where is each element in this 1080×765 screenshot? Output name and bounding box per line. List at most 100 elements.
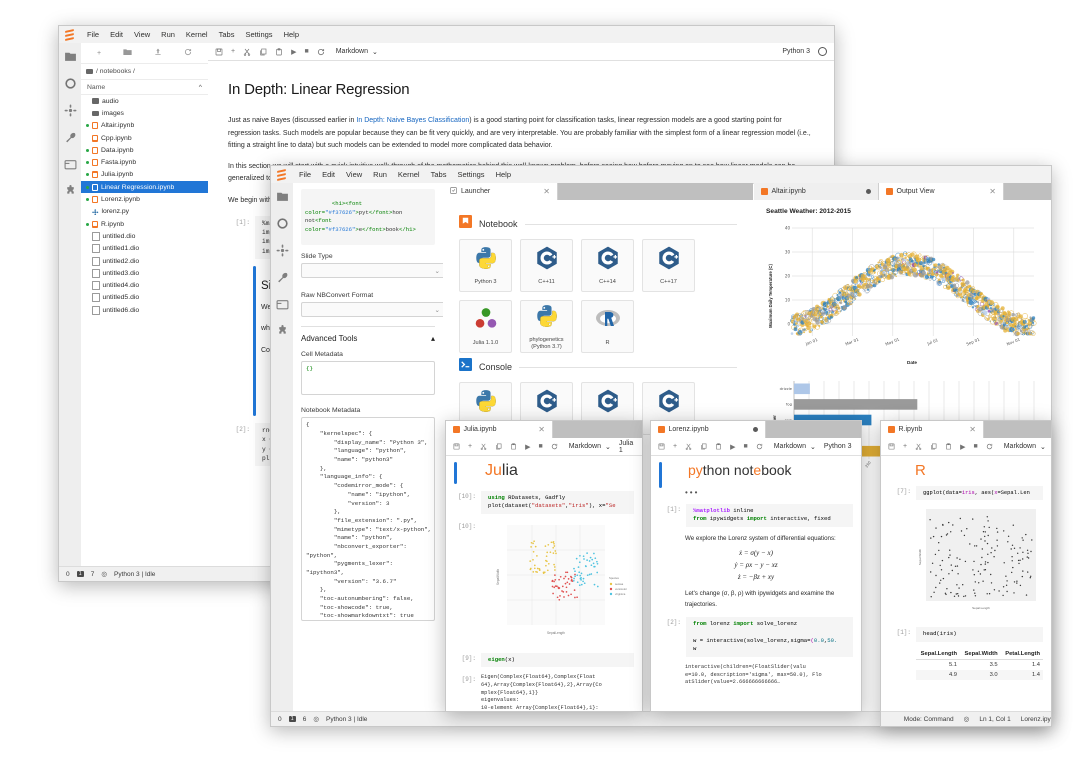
launcher-card[interactable]: phylogenetics (Python 3.7) — [520, 300, 573, 353]
launcher-card[interactable]: C++11 — [520, 239, 573, 292]
paste-cell-icon[interactable] — [715, 443, 722, 450]
file-list-item[interactable]: untitled5.dio — [81, 292, 208, 304]
lorenz-cell-1[interactable]: [1]: %matplotlib inline from ipywidgets … — [659, 504, 853, 527]
menu-tabs[interactable]: Tabs — [218, 30, 235, 39]
launcher-tabbar[interactable]: Launcher ✕ — [443, 183, 753, 200]
launcher-card[interactable]: C++14 — [581, 239, 634, 292]
insert-cell-icon[interactable]: + — [231, 48, 236, 55]
property-inspector-panel[interactable]: <h1><font color="#f37626">pyt</font>hon no… — [293, 183, 444, 712]
run-cell-icon[interactable]: ▶ — [730, 443, 736, 451]
file-list-item[interactable]: lorenz.py — [81, 206, 208, 218]
column-header-name[interactable]: Name — [87, 83, 106, 91]
menu-edit[interactable]: Edit — [322, 170, 336, 179]
julia-toolbar[interactable]: + ▶ ■ Markdown ⌄ Julia 1 — [446, 438, 642, 456]
file-list-item[interactable]: Data.ipynb — [81, 144, 208, 156]
file-list-header[interactable]: Name ^ — [81, 79, 208, 95]
folder-icon[interactable] — [64, 50, 77, 63]
open-tabs-icon[interactable] — [276, 298, 289, 311]
sidebar-rail-mid[interactable] — [271, 183, 294, 726]
sort-caret-icon[interactable]: ^ — [198, 83, 202, 91]
window-r-notebook[interactable]: R.ipynb ✕ + ▶ ■ Markdown ⌄ R [7]: ggplot… — [880, 420, 1052, 727]
extension-manager-icon[interactable] — [64, 185, 77, 198]
julia-cell-1-code[interactable]: using RDatasets, Gadfly plot(dataset("da… — [481, 491, 634, 514]
menu-run[interactable]: Run — [373, 170, 387, 179]
cut-cell-icon[interactable] — [480, 443, 487, 450]
menu-settings[interactable]: Settings — [245, 30, 273, 39]
file-list-item[interactable]: images — [81, 107, 208, 119]
r-cell-1-code[interactable]: ggplot(data=iris, aes(x=Sepal.Len — [916, 486, 1043, 501]
lorenz-cell-2-code[interactable]: from lorenz import solve_lorenz w = inte… — [686, 617, 853, 657]
slide-type-select[interactable]: ⌄ — [301, 263, 443, 279]
run-cell-icon[interactable]: ▶ — [525, 443, 531, 451]
cut-cell-icon[interactable] — [685, 443, 692, 450]
stop-kernel-icon[interactable]: ■ — [973, 443, 978, 450]
tab-launcher[interactable]: Launcher ✕ — [443, 183, 558, 200]
save-icon[interactable] — [888, 443, 895, 450]
copy-cell-icon[interactable] — [495, 443, 502, 450]
julia-tabbar[interactable]: Julia.ipynb ✕ — [446, 421, 642, 438]
save-icon[interactable] — [658, 443, 665, 450]
file-list-item[interactable]: Fasta.ipynb — [81, 156, 208, 168]
kernel-badge[interactable]: 1 — [288, 716, 296, 722]
close-icon[interactable]: ✕ — [543, 186, 550, 196]
lorenz-cell-2[interactable]: [2]: from lorenz import solve_lorenz w =… — [659, 617, 853, 657]
file-list-item[interactable]: untitled3.dio — [81, 267, 208, 279]
tab-lorenz-notebook[interactable]: Lorenz.ipynb — [651, 421, 766, 438]
menubar-back[interactable]: File Edit View Run Kernel Tabs Settings … — [59, 26, 834, 44]
upload-icon[interactable] — [154, 48, 162, 58]
window-julia-notebook[interactable]: Julia.ipynb ✕ + ▶ ■ Markdown ⌄ Julia 1 J… — [445, 420, 643, 712]
save-icon[interactable] — [215, 48, 223, 56]
file-list-item[interactable]: Altair.ipynb — [81, 120, 208, 132]
menu-kernel[interactable]: Kernel — [397, 170, 420, 179]
folder-icon[interactable] — [276, 190, 289, 203]
cut-cell-icon[interactable] — [915, 443, 922, 450]
running-terminals-icon[interactable] — [276, 217, 289, 230]
kernel-name[interactable]: Julia 1 — [618, 439, 634, 454]
file-list-item[interactable]: untitled1.dio — [81, 243, 208, 255]
restart-kernel-icon[interactable] — [551, 443, 558, 450]
window-lorenz-notebook[interactable]: Lorenz.ipynb + ▶ ■ Markdown ⌄ Python 3 p… — [650, 420, 862, 712]
refresh-icon[interactable] — [184, 48, 192, 58]
notebook-metadata-editor[interactable]: { "kernelspec": { "display_name": "Pytho… — [301, 417, 435, 622]
r-tabbar[interactable]: R.ipynb ✕ — [881, 421, 1051, 438]
file-list-item[interactable]: Linear Regression.ipynb — [81, 181, 208, 194]
file-browser-toolbar[interactable]: + — [81, 43, 208, 64]
file-list-item[interactable]: untitled4.dio — [81, 279, 208, 291]
menu-run[interactable]: Run — [161, 30, 175, 39]
restart-kernel-icon[interactable] — [317, 48, 325, 56]
new-folder-icon[interactable] — [123, 48, 132, 58]
restart-kernel-icon[interactable] — [986, 443, 993, 450]
julia-document[interactable]: Julia [10]: using RDatasets, Gadfly plot… — [446, 456, 642, 711]
menu-file[interactable]: File — [299, 170, 312, 179]
close-icon[interactable]: ✕ — [989, 186, 996, 196]
menu-help[interactable]: Help — [283, 30, 299, 39]
file-list-item[interactable]: untitled.dio — [81, 230, 208, 242]
tab-julia-notebook[interactable]: Julia.ipynb ✕ — [446, 421, 553, 438]
menu-file[interactable]: File — [87, 30, 100, 39]
unsaved-indicator-icon[interactable] — [753, 427, 758, 432]
cell-type-select[interactable]: Markdown ⌄ — [336, 48, 378, 56]
menu-help[interactable]: Help — [495, 170, 511, 179]
run-cell-icon[interactable]: ▶ — [291, 48, 297, 56]
r-toolbar[interactable]: + ▶ ■ Markdown ⌄ — [881, 438, 1051, 456]
launcher-card[interactable]: Python 3 — [459, 239, 512, 292]
cell-type-select[interactable]: Markdown ⌄ — [1004, 443, 1046, 451]
tab-altair-ipynb[interactable]: Altair.ipynb — [754, 183, 879, 200]
file-list-item[interactable]: audio — [81, 95, 208, 107]
menubar-mid[interactable]: File Edit View Run Kernel Tabs Settings … — [271, 166, 1051, 184]
julia-cell-2-code[interactable]: eigen(x) — [481, 652, 634, 668]
r-cell-2[interactable]: [1]: head(iris) — [889, 627, 1043, 642]
julia-cell-2[interactable]: [9]: eigen(x) — [454, 652, 634, 668]
link-naive-bayes[interactable]: In Depth: Naive Bayes Classification — [356, 117, 470, 125]
chevron-up-icon[interactable]: ▴ — [430, 334, 435, 344]
launcher-card[interactable]: Julia 1.1.0 — [459, 300, 512, 353]
menu-view[interactable]: View — [346, 170, 363, 179]
raw-nbconvert-select[interactable]: ⌄ — [301, 302, 443, 318]
insert-cell-icon[interactable]: + — [468, 443, 473, 450]
breadcrumb-path[interactable]: / notebooks / — [96, 68, 135, 75]
run-cell-icon[interactable]: ▶ — [960, 443, 966, 451]
tab-r-notebook[interactable]: R.ipynb ✕ — [881, 421, 984, 438]
cut-cell-icon[interactable] — [243, 48, 251, 56]
commands-palette-icon[interactable] — [276, 244, 289, 257]
close-icon[interactable]: ✕ — [538, 424, 545, 434]
